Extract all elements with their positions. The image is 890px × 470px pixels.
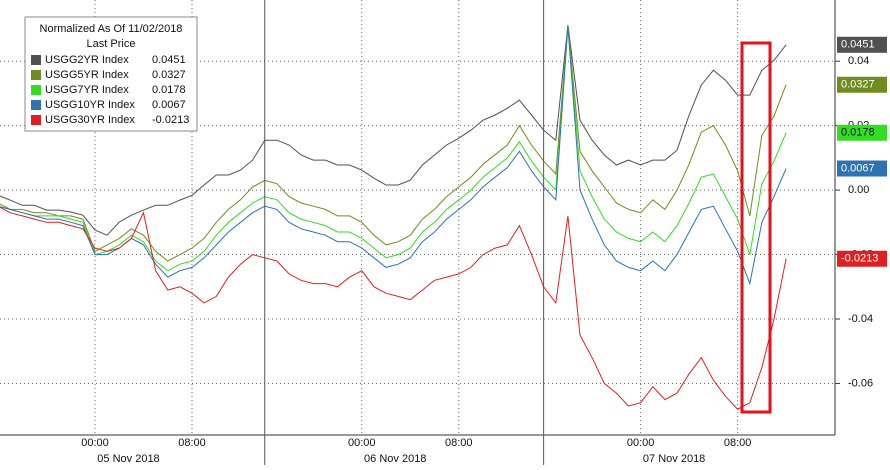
legend-value: -0.0213 [152, 114, 189, 126]
last-value-label: 0.0178 [841, 127, 875, 139]
x-group-label: 07 Nov 2018 [643, 453, 705, 465]
legend-subtitle: Last Price [87, 38, 136, 50]
series-line [0, 25, 787, 272]
series-line [0, 25, 787, 262]
last-value-label: 0.0067 [841, 162, 875, 174]
y-tick-label: 0.00 [848, 184, 869, 196]
x-tick-label: 08:00 [445, 437, 473, 449]
y-tick-label: -0.04 [848, 313, 873, 325]
series-line [0, 206, 787, 410]
last-value-label: 0.0327 [841, 79, 875, 91]
legend-swatch [31, 55, 41, 65]
x-group-label: 05 Nov 2018 [97, 453, 159, 465]
x-group-label: 06 Nov 2018 [364, 453, 426, 465]
last-value-box [837, 250, 887, 267]
x-tick-label: 08:00 [724, 437, 752, 449]
highlight-box [740, 41, 772, 414]
legend-label: USGG30YR Index [45, 114, 135, 126]
legend-value: 0.0178 [152, 84, 186, 96]
legend-label: USGG2YR Index [45, 54, 129, 66]
last-value-label: 0.0451 [841, 39, 875, 51]
last-value-box [837, 160, 887, 177]
legend-value: 0.0451 [152, 54, 186, 66]
x-tick-label: 00:00 [348, 437, 376, 449]
last-value-label: -0.0213 [841, 253, 878, 265]
y-tick-label: 0.04 [848, 55, 869, 67]
legend: Normalized As Of 11/02/2018 Last Price U… [24, 16, 198, 132]
legend-swatch [31, 100, 41, 110]
last-value-box [837, 76, 887, 93]
last-value-box [837, 124, 887, 141]
legend-label: USGG7YR Index [45, 84, 129, 96]
legend-value: 0.0327 [152, 69, 186, 81]
last-value-box [837, 36, 887, 53]
legend-swatch [31, 70, 41, 80]
legend-title: Normalized As Of 11/02/2018 [40, 23, 183, 35]
x-tick-label: 00:00 [81, 437, 109, 449]
legend-swatch [31, 85, 41, 95]
legend-label: USGG10YR Index [45, 99, 135, 111]
legend-value: 0.0067 [152, 99, 186, 111]
legend-box [24, 16, 198, 132]
legend-swatch [31, 115, 41, 125]
series-line [0, 25, 787, 236]
x-tick-label: 08:00 [178, 437, 206, 449]
legend-label: USGG5YR Index [45, 69, 129, 81]
x-tick-label: 00:00 [627, 437, 655, 449]
y-tick-label: -0.06 [848, 377, 873, 389]
